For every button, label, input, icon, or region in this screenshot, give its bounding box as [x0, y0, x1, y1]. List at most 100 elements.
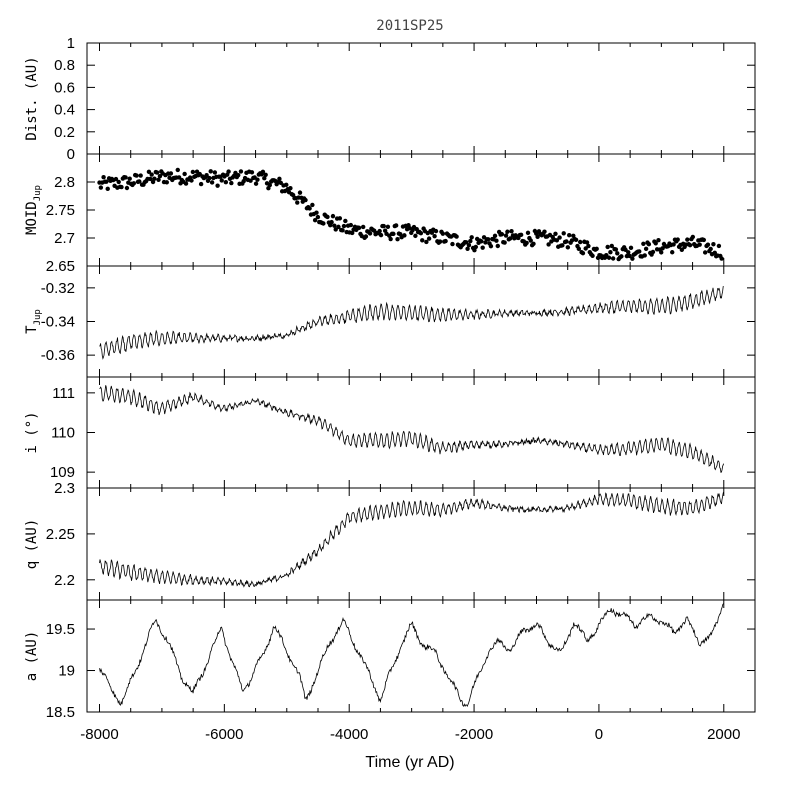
data-point [223, 180, 229, 185]
data-point [590, 253, 595, 258]
data-point [479, 239, 484, 244]
data-point [716, 243, 722, 249]
data-point [208, 169, 213, 174]
data-point [424, 239, 429, 245]
data-point [608, 250, 613, 255]
data-point [712, 250, 717, 256]
y-tick-label: 110 [51, 425, 75, 442]
data-point [260, 169, 266, 175]
data-point [253, 181, 259, 186]
data-point [509, 228, 514, 234]
data-point [312, 217, 318, 223]
data-point [176, 175, 182, 180]
data-point [650, 249, 656, 255]
y-axis-label-main: a (AU) [24, 631, 40, 682]
data-point [119, 184, 124, 190]
data-point [719, 256, 724, 261]
data-point [488, 243, 494, 249]
data-point [152, 176, 157, 181]
data-point [149, 172, 154, 177]
y-axis-label: a (AU) [24, 631, 40, 682]
panel-moid: 2.65 2.7 2.75 2.8 MOIDJup [24, 153, 756, 275]
data-point [391, 231, 396, 237]
data-point [473, 244, 479, 250]
y-tick-label: 19 [58, 663, 75, 680]
data-point [466, 243, 472, 248]
data-point [546, 242, 551, 247]
data-point [330, 213, 336, 219]
data-point [295, 200, 300, 205]
data-point [542, 229, 547, 234]
data-point [463, 240, 469, 245]
data-point [297, 190, 303, 195]
data-point [495, 243, 500, 249]
data-point [687, 243, 693, 248]
data-point [576, 246, 582, 252]
data-point [238, 169, 244, 174]
data-point [525, 230, 531, 236]
data-point [701, 237, 707, 243]
data-point [573, 237, 579, 242]
data-point [156, 177, 161, 183]
data-point [708, 246, 713, 252]
data-point [182, 171, 187, 177]
data-point [204, 173, 209, 178]
y-tick-label: 0.2 [54, 124, 75, 141]
y-tick-label: 109 [50, 464, 75, 481]
chart-title: 2011SP25 [376, 18, 443, 34]
panel-frame [86, 42, 756, 155]
data-point [127, 176, 132, 181]
series-line [99, 385, 725, 473]
data-point [98, 185, 104, 190]
data-point [175, 167, 180, 173]
data-point [138, 173, 143, 178]
data-point [393, 223, 399, 228]
data-point [468, 238, 473, 244]
panel-frame [86, 265, 756, 378]
data-point [164, 180, 169, 185]
y-axis-label-sub: Jup [33, 309, 43, 325]
data-point [518, 232, 524, 238]
data-point [226, 169, 231, 174]
data-point [643, 246, 649, 252]
data-point [381, 223, 386, 229]
data-point [656, 237, 661, 243]
data-point [627, 253, 632, 259]
data-point [198, 181, 204, 187]
panel-frame [86, 376, 756, 489]
y-tick-label: 19.5 [46, 621, 75, 638]
data-point [190, 169, 196, 175]
x-tick-label: -8000 [80, 726, 118, 743]
data-point [207, 175, 212, 181]
data-point [642, 253, 647, 258]
data-point [450, 241, 455, 247]
data-point [137, 179, 142, 184]
data-point [329, 219, 334, 225]
data-point [426, 236, 432, 241]
y-tick-label: 0.6 [54, 79, 75, 96]
y-tick-label: 2.75 [46, 202, 75, 219]
data-point [659, 250, 664, 255]
x-tick-label: 0 [595, 726, 603, 743]
y-tick-label: 1 [67, 35, 75, 52]
y-axis-label: i (°) [24, 411, 40, 453]
data-point [278, 180, 283, 185]
y-tick-label: 2.7 [54, 230, 75, 247]
data-point [637, 249, 642, 254]
data-point [249, 170, 255, 175]
data-point [524, 240, 529, 246]
panel-a: 18.5 19 19.5 a (AU) [24, 599, 756, 721]
data-point [134, 173, 139, 178]
data-point [630, 256, 635, 261]
y-tick-label: -0.32 [41, 280, 75, 297]
data-point [101, 175, 106, 180]
data-point [325, 214, 330, 220]
y-tick-label: 0.8 [54, 57, 75, 74]
data-point [528, 238, 533, 243]
data-point [350, 230, 355, 236]
data-point [577, 239, 583, 245]
data-point [356, 225, 362, 231]
data-point [560, 243, 565, 248]
data-point [465, 246, 470, 252]
